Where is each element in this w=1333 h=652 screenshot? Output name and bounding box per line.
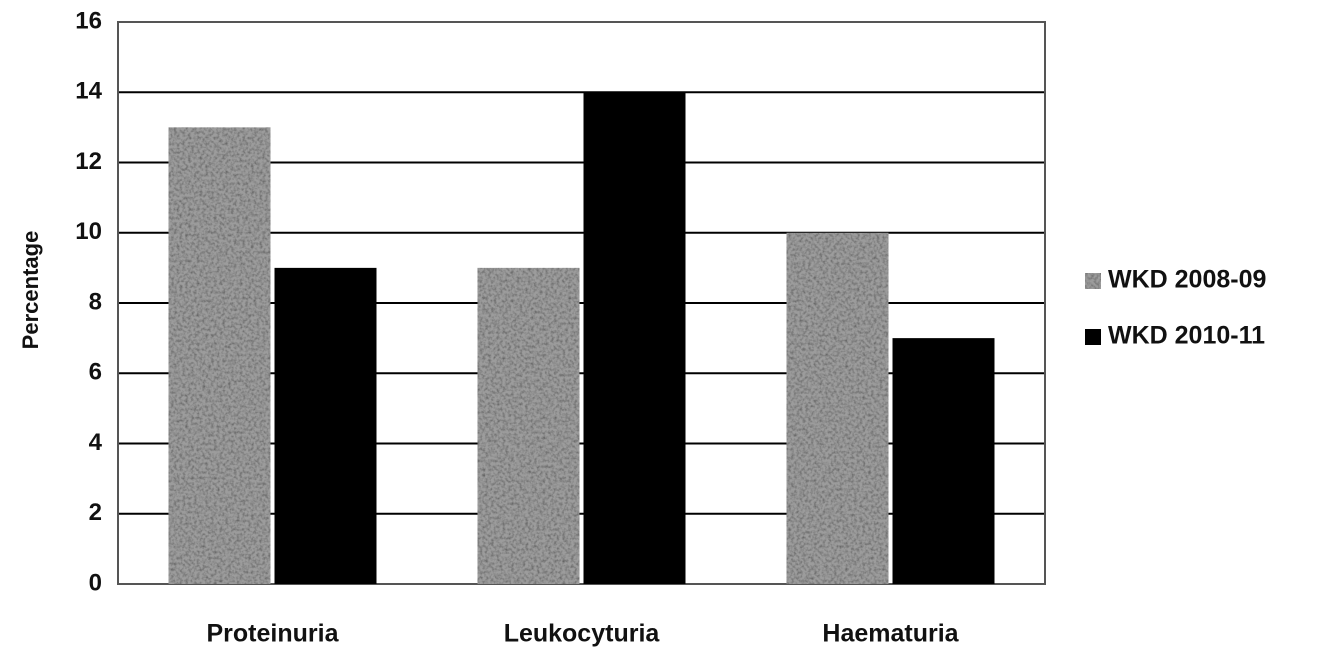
- bar: [274, 267, 377, 584]
- y-axis-label: Percentage: [18, 231, 43, 350]
- y-tick-label: 10: [75, 218, 102, 245]
- y-tick-label: 2: [89, 499, 102, 526]
- bar: [892, 338, 995, 584]
- bar: [168, 127, 271, 584]
- bar: [786, 232, 889, 584]
- x-tick-label: Proteinuria: [207, 620, 340, 648]
- y-tick-label: 4: [89, 429, 103, 456]
- x-tick-label: Leukocyturia: [504, 620, 661, 648]
- y-tick-label: 16: [75, 7, 102, 34]
- legend-label: WKD 2008-09: [1108, 266, 1266, 294]
- y-tick-label: 6: [89, 359, 102, 386]
- x-tick-label: Haematuria: [822, 620, 959, 648]
- legend-swatch: [1085, 273, 1101, 289]
- legend-swatch: [1085, 329, 1101, 345]
- y-tick-label: 12: [75, 148, 102, 175]
- legend-label: WKD 2010-11: [1108, 322, 1265, 350]
- plot-frame: [117, 21, 1046, 585]
- y-tick-label: 14: [75, 78, 102, 105]
- y-tick-label: 0: [89, 569, 102, 596]
- bar: [477, 267, 580, 584]
- bar: [583, 92, 686, 584]
- y-tick-label: 8: [89, 288, 102, 315]
